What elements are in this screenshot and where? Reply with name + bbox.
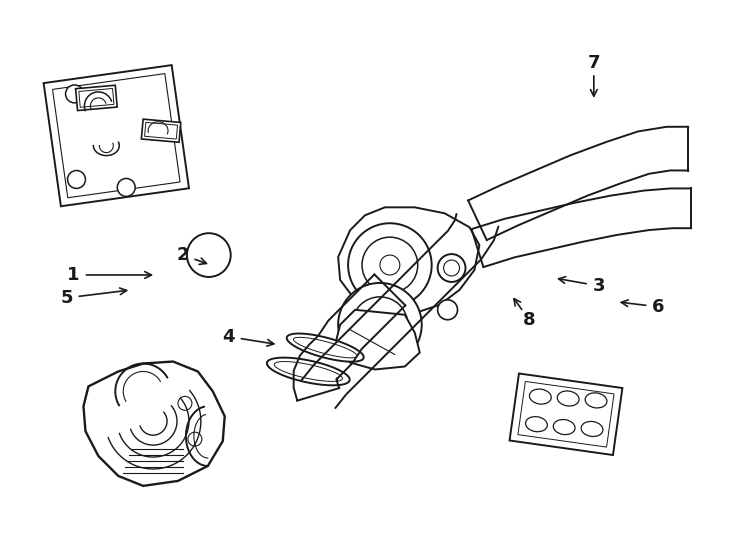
Ellipse shape <box>585 393 607 408</box>
Ellipse shape <box>557 391 579 406</box>
Text: 6: 6 <box>653 298 665 316</box>
Circle shape <box>352 297 408 353</box>
Circle shape <box>443 260 459 276</box>
Circle shape <box>65 85 84 103</box>
Polygon shape <box>267 357 349 386</box>
Circle shape <box>437 254 465 282</box>
Polygon shape <box>76 85 117 111</box>
Polygon shape <box>84 361 225 486</box>
Circle shape <box>68 171 85 188</box>
Circle shape <box>348 223 432 307</box>
Polygon shape <box>335 310 420 369</box>
Text: 2: 2 <box>177 246 189 264</box>
Circle shape <box>178 396 192 410</box>
Polygon shape <box>287 334 364 362</box>
Circle shape <box>380 255 400 275</box>
Text: 4: 4 <box>222 328 235 346</box>
Text: 7: 7 <box>588 54 600 72</box>
Polygon shape <box>43 65 189 206</box>
Text: 5: 5 <box>60 289 73 307</box>
Circle shape <box>370 315 390 335</box>
Circle shape <box>187 233 230 277</box>
Circle shape <box>188 432 202 446</box>
Polygon shape <box>338 207 479 315</box>
Circle shape <box>117 179 135 197</box>
Circle shape <box>362 237 418 293</box>
Ellipse shape <box>553 420 575 435</box>
Text: 1: 1 <box>68 266 80 284</box>
Text: 3: 3 <box>592 277 605 295</box>
Circle shape <box>338 283 422 367</box>
Polygon shape <box>142 119 181 142</box>
Polygon shape <box>509 374 622 455</box>
Text: 8: 8 <box>523 310 536 329</box>
Ellipse shape <box>526 417 548 431</box>
Ellipse shape <box>581 421 603 436</box>
Circle shape <box>437 300 457 320</box>
Ellipse shape <box>529 389 551 404</box>
